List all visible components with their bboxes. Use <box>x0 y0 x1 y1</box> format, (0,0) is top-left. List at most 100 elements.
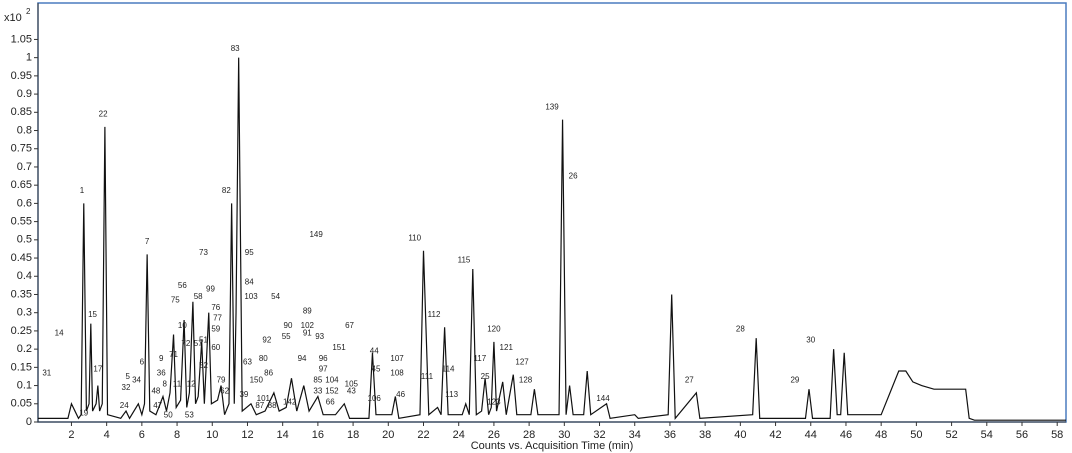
peak-label: 50 <box>164 410 173 419</box>
peak-label: 127 <box>515 357 529 366</box>
peak-label: 103 <box>244 292 258 301</box>
peak-label: 47 <box>153 401 162 410</box>
peak-label: 25 <box>481 372 490 381</box>
peak-label: 120 <box>487 325 501 334</box>
y-tick-label: 0.35 <box>11 288 32 300</box>
peak-label: 99 <box>206 285 215 294</box>
x-tick-label: 28 <box>523 429 535 441</box>
peak-label: 75 <box>171 296 180 305</box>
x-tick-label: 56 <box>1016 429 1028 441</box>
peak-label: 30 <box>806 336 815 345</box>
peak-label: 104 <box>325 376 339 385</box>
y-tick-label: 0 <box>26 416 32 428</box>
y-tick-label: 0.2 <box>17 343 32 355</box>
peak-label: 121 <box>500 343 514 352</box>
x-tick-label: 40 <box>734 429 746 441</box>
peak-label: 46 <box>396 390 405 399</box>
x-tick-label: 42 <box>769 429 781 441</box>
peak-label: 17 <box>93 365 102 374</box>
peak-label: 110 <box>408 234 421 243</box>
peak-label: 14 <box>55 328 64 337</box>
x-tick-label: 14 <box>277 429 289 441</box>
peak-label: 51 <box>199 336 208 345</box>
peak-label: 57 <box>194 339 203 348</box>
y-tick-label: 0.4 <box>17 270 32 282</box>
peak-label: 87 <box>255 401 264 410</box>
x-tick-label: 52 <box>945 429 957 441</box>
peak-label: 83 <box>231 44 240 53</box>
x-tick-label: 4 <box>104 429 110 441</box>
x-tick-label: 30 <box>558 429 570 441</box>
x-tick-label: 48 <box>875 429 887 441</box>
peak-label: 45 <box>372 365 381 374</box>
x-tick-label: 2 <box>68 429 74 441</box>
y-tick-label: 0.5 <box>17 234 32 246</box>
peak-label: 62 <box>220 387 229 396</box>
peak-label: 71 <box>169 350 178 359</box>
peak-label: 152 <box>325 387 339 396</box>
peak-label: 97 <box>319 365 328 374</box>
peak-label: 8 <box>163 379 168 388</box>
peak-label: 82 <box>222 186 231 195</box>
peak-label: 107 <box>390 354 404 363</box>
peak-label: 80 <box>259 354 268 363</box>
peak-label: 123 <box>487 398 501 407</box>
plot-frame <box>37 2 1067 423</box>
peak-label: 31 <box>42 368 51 377</box>
peak-label: 112 <box>428 310 441 319</box>
peak-label: 7 <box>145 237 150 246</box>
peak-label: 59 <box>211 325 220 334</box>
x-tick-label: 58 <box>1051 429 1063 441</box>
peak-label: 102 <box>301 321 315 330</box>
x-tick-label: 54 <box>981 429 993 441</box>
x-tick-label: 22 <box>417 429 429 441</box>
peak-label: 36 <box>157 368 166 377</box>
x-tick-label: 12 <box>241 429 253 441</box>
y-tick-label: 0.15 <box>11 361 32 373</box>
peak-label: 86 <box>264 368 273 377</box>
peak-label: 106 <box>368 394 382 403</box>
peak-label: 79 <box>217 376 226 385</box>
y-tick-label: 1.05 <box>11 33 32 45</box>
peak-label: 11 <box>173 379 182 388</box>
peak-label: 1 <box>80 186 85 195</box>
peak-label: 63 <box>243 357 252 366</box>
peak-label: 33 <box>313 387 322 396</box>
peak-label: 76 <box>211 303 220 312</box>
y-tick-label: 0.25 <box>11 325 32 337</box>
peak-label: 12 <box>187 379 196 388</box>
peak-label: 9 <box>159 354 164 363</box>
peak-label: 66 <box>326 398 335 407</box>
peak-label: 55 <box>282 332 291 341</box>
peak-label: 73 <box>199 248 208 257</box>
x-tick-label: 8 <box>174 429 180 441</box>
peak-label: 48 <box>151 387 160 396</box>
peak-label: 56 <box>178 281 187 290</box>
x-tick-label: 36 <box>664 429 676 441</box>
peak-label: 101 <box>257 394 271 403</box>
peak-label: 53 <box>185 410 194 419</box>
x-tick-label: 18 <box>347 429 359 441</box>
x-tick-label: 6 <box>139 429 145 441</box>
peak-label: 6 <box>140 357 145 366</box>
peak-label: 15 <box>88 310 97 319</box>
y-tick-label: 0.65 <box>11 179 32 191</box>
x-tick-label: 16 <box>312 429 324 441</box>
peak-label: 90 <box>284 321 293 330</box>
y-tick-label: 0.3 <box>17 307 32 319</box>
peak-label: 60 <box>211 343 220 352</box>
peak-label: 39 <box>239 390 248 399</box>
peak-label: 54 <box>271 292 280 301</box>
y-tick-label: 0.8 <box>17 124 32 136</box>
peak-label: 105 <box>345 379 359 388</box>
peak-label: 84 <box>245 277 254 286</box>
y-multiplier-exp: 2 <box>26 7 31 16</box>
peak-label: 19 <box>79 408 88 417</box>
x-tick-label: 44 <box>805 429 817 441</box>
peak-label: 43 <box>347 387 356 396</box>
peak-label: 151 <box>332 343 346 352</box>
peak-label: 117 <box>473 354 486 363</box>
x-tick-label: 10 <box>206 429 218 441</box>
peak-label: 52 <box>199 361 208 370</box>
peak-label: 142 <box>283 398 297 407</box>
